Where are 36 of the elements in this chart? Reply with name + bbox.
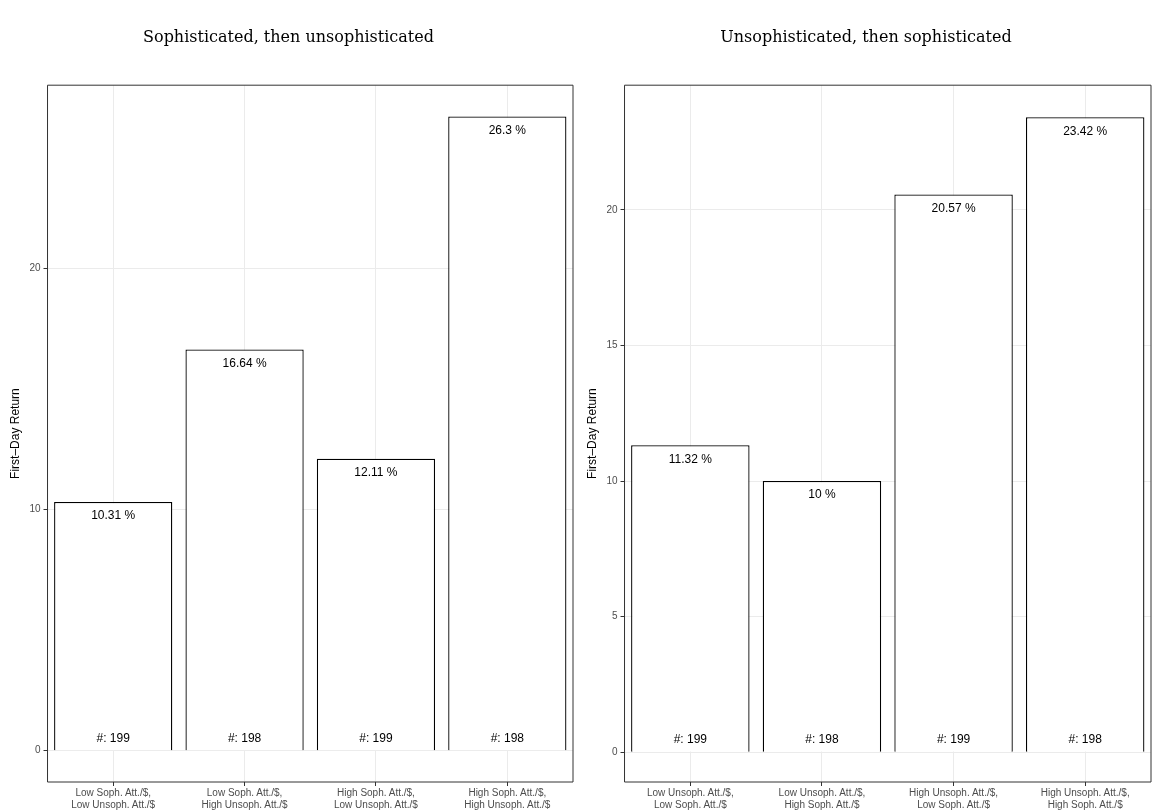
annotation: #: 198 <box>490 730 525 745</box>
chart-title: Sophisticated, then unsophisticated <box>143 26 434 46</box>
y-tick-label: 15 <box>606 339 618 351</box>
y-tick-label: 5 <box>611 610 618 622</box>
data-label: 10 % <box>808 487 836 502</box>
y-axis-title: First–Day Return <box>7 388 22 479</box>
annotation: #: 199 <box>936 732 971 747</box>
annotation: #: 199 <box>96 730 131 745</box>
data-label: 12.11 % <box>354 464 398 479</box>
x-tick-label: Low Soph. Att./$, High Unsoph. Att./$ <box>201 786 289 810</box>
chart-title: Unsophisticated, then sophisticated <box>720 26 1012 46</box>
x-tick-label: Low Unsoph. Att./$, Low Soph. Att./$ <box>646 786 734 810</box>
x-tick-label: Low Soph. Att./$, Low Unsoph. Att./$ <box>71 786 156 810</box>
y-axis-title: First–Day Return <box>584 388 599 479</box>
x-tick-label: High Unsoph. Att./$, Low Soph. Att./$ <box>909 786 999 810</box>
x-tick-label: High Soph. Att./$, High Unsoph. Att./$ <box>464 786 551 810</box>
data-label: 11.32 % <box>668 451 713 466</box>
y-tick-label: 10 <box>606 474 618 486</box>
x-tick-label: Low Unsoph. Att./$, High Soph. Att./$ <box>778 786 866 810</box>
y-tick-label: 20 <box>606 203 618 215</box>
annotation: #: 199 <box>359 730 393 745</box>
data-label: 23.42 % <box>1063 123 1108 138</box>
data-label: 10.31 % <box>91 508 136 523</box>
data-label: 20.57 % <box>931 200 976 215</box>
annotation: #: 198 <box>1068 732 1103 747</box>
y-tick-label: 20 <box>29 262 41 274</box>
y-tick-label: 0 <box>611 745 618 757</box>
annotation: #: 199 <box>673 732 708 747</box>
annotation: #: 198 <box>227 730 262 745</box>
data-label: 16.64 % <box>222 355 267 370</box>
y-tick-label: 0 <box>34 744 41 756</box>
y-tick-label: 10 <box>29 503 41 515</box>
data-label: 26.3 % <box>488 122 527 137</box>
annotation: #: 198 <box>805 732 839 747</box>
x-tick-label: High Unsoph. Att./$, High Soph. Att./$ <box>1040 786 1130 810</box>
x-tick-label: High Soph. Att./$, Low Unsoph. Att./$ <box>333 786 419 810</box>
